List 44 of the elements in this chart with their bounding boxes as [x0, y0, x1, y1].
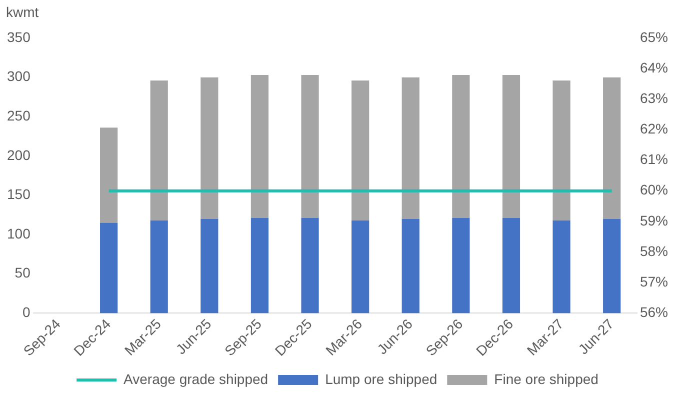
bar — [452, 218, 470, 314]
y-tick-label: 50 — [14, 264, 31, 281]
bar — [100, 222, 118, 314]
bar — [603, 218, 621, 314]
y-tick-label: 350 — [7, 28, 31, 45]
y2-tick-label: 61% — [640, 151, 668, 168]
bar — [301, 74, 319, 218]
y2-tick-label: 56% — [640, 304, 668, 320]
y-tick-label: 200 — [7, 146, 31, 163]
y-axis-title: kwmt — [6, 4, 39, 20]
legend-label: Average grade shipped — [124, 370, 268, 387]
y-tick-label: 250 — [7, 107, 31, 124]
y-tick-label: 300 — [7, 68, 31, 84]
y-tick-label: 100 — [7, 225, 31, 242]
legend-label: Lump ore shipped — [325, 370, 438, 387]
y2-tick-label: 60% — [640, 182, 668, 198]
bar — [200, 77, 218, 219]
y2-tick-label: 64% — [640, 59, 668, 76]
bar — [552, 220, 570, 314]
y2-tick-label: 65% — [640, 28, 668, 45]
bar — [352, 80, 370, 220]
y2-tick-label: 63% — [640, 90, 668, 106]
bar — [250, 74, 269, 218]
bar — [452, 74, 470, 218]
legend-label: Fine ore shipped — [494, 370, 598, 387]
y-tick-label: 150 — [7, 186, 31, 202]
bar — [150, 80, 168, 220]
y2-tick-label: 58% — [640, 242, 668, 259]
y2-tick-label: 57% — [640, 273, 668, 290]
y2-tick-label: 62% — [640, 120, 668, 137]
bar — [150, 220, 168, 314]
bar — [402, 77, 420, 219]
bar — [250, 218, 269, 314]
bar — [603, 77, 621, 219]
bar — [352, 220, 370, 314]
bar — [552, 80, 570, 220]
bar — [402, 218, 420, 314]
bar — [502, 74, 520, 218]
y-tick-label: 0 — [22, 304, 31, 320]
y2-tick-label: 59% — [640, 212, 668, 228]
bar — [200, 218, 218, 314]
bar — [301, 218, 319, 314]
bar — [502, 218, 520, 314]
bar — [100, 128, 118, 223]
